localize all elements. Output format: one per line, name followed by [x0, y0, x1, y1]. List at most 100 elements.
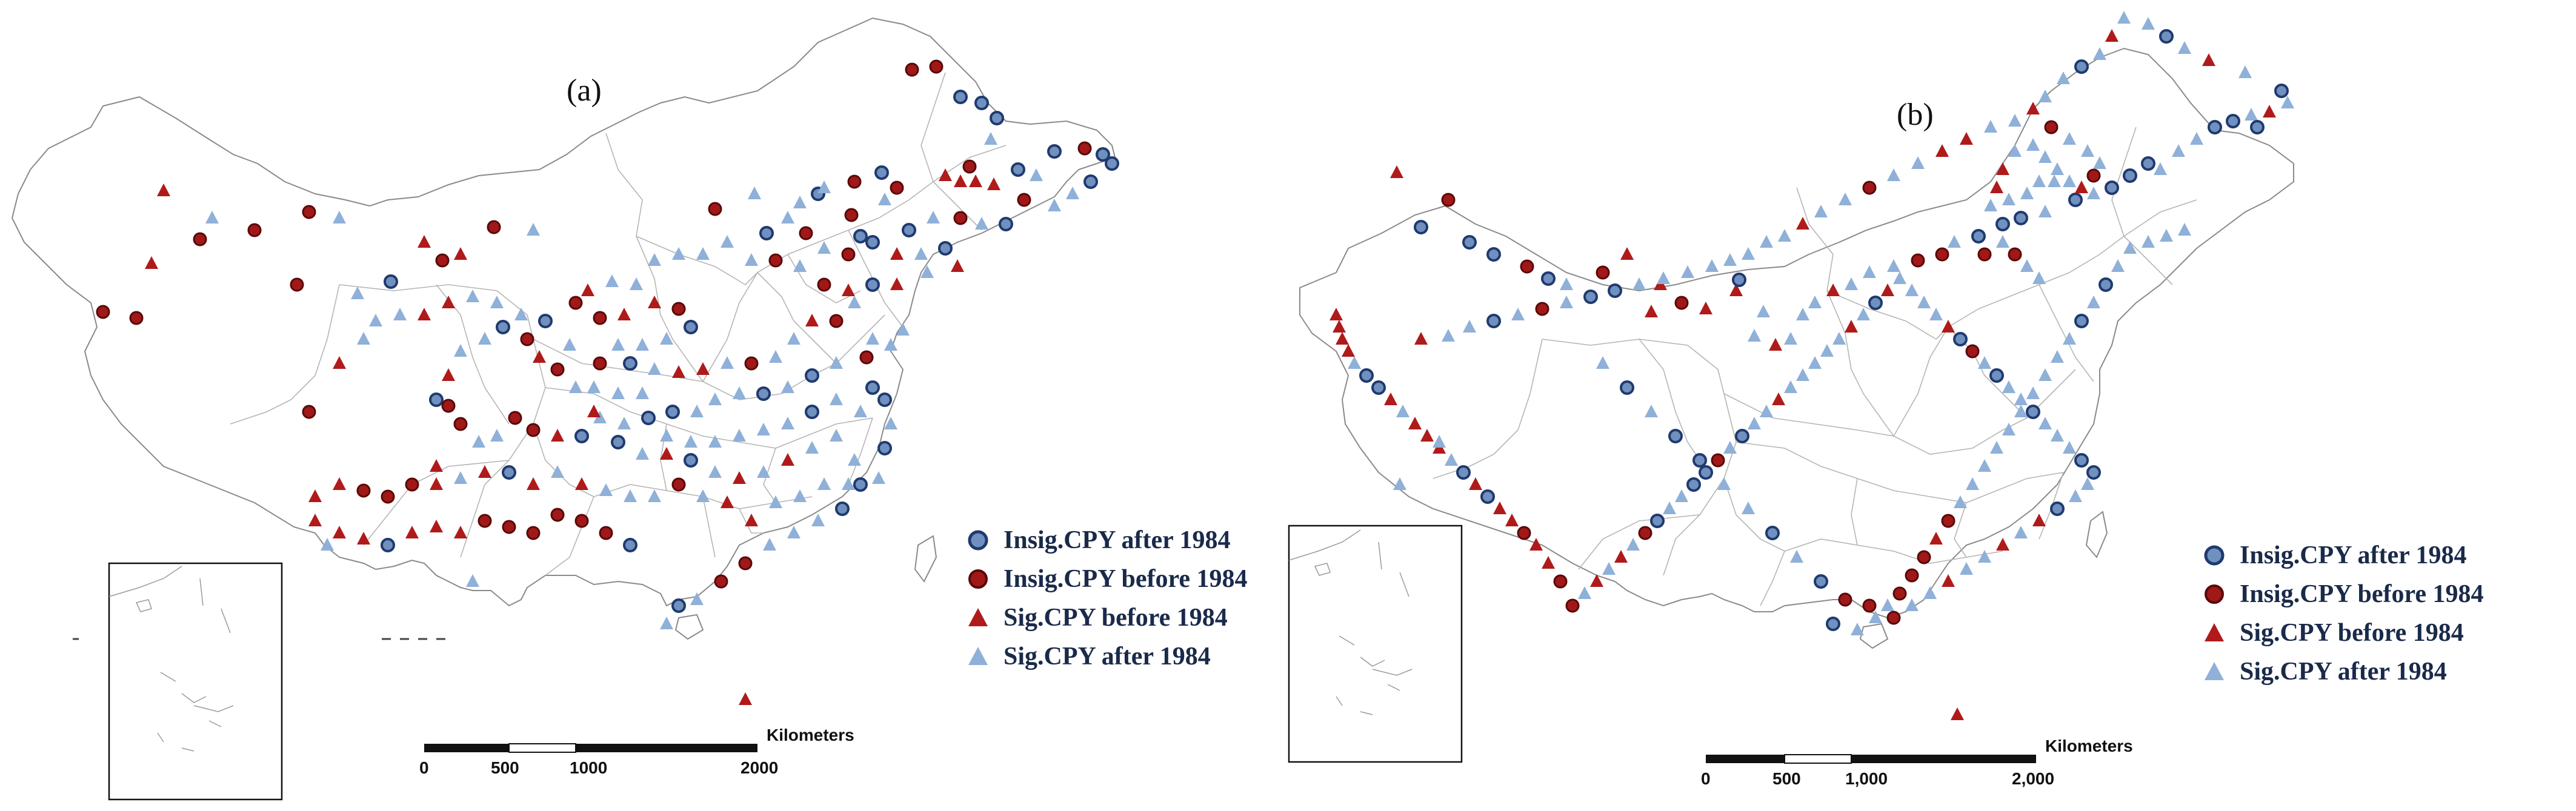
insig-before-1984-marker: [1892, 586, 1907, 601]
sig-after-1984-marker: [1984, 120, 1997, 133]
insig-before-1984-marker: [1862, 180, 1877, 195]
sig-after-1984-marker: [1911, 156, 1925, 169]
insig-after-1984-marker: [1826, 617, 1840, 631]
sig-before-1984-marker: [672, 365, 685, 378]
sig-after-1984-marker: [569, 380, 582, 393]
sig-after-1984-marker: [896, 323, 910, 336]
sig-after-1984-marker: [1442, 329, 1455, 342]
sig-after-1984-marker: [781, 380, 794, 393]
scale-tick-label: 1000: [570, 758, 608, 777]
sig-after-1984-marker: [2051, 350, 2064, 363]
sig-after-1984-marker: [842, 477, 855, 490]
insig-after-1984-marker: [865, 277, 880, 292]
sig-after-1984-marker: [1893, 271, 1906, 284]
insig-before-1984-marker: [593, 356, 607, 371]
sig-after-1984-marker: [1757, 305, 1770, 317]
insig-before-1984-marker: [671, 477, 686, 492]
panel-label-a: (a): [567, 73, 602, 108]
sig-before-1984-marker: [1960, 132, 1973, 145]
insig-before-1984-marker: [1596, 265, 1610, 280]
sig-before-1984-marker: [1542, 556, 1555, 569]
sig-after-1984-marker: [787, 526, 800, 538]
sig-after-1984-marker: [357, 332, 370, 345]
insig-after-1984-marker: [1735, 429, 1749, 443]
sig-after-1984-marker: [1966, 477, 1979, 490]
sig-after-1984-marker: [1960, 562, 1973, 575]
sig-before-1984-marker: [1529, 538, 1543, 551]
sig-after-1984-marker: [878, 193, 891, 205]
legend-item-sig-before: Sig.CPY before 1984: [964, 598, 1248, 637]
insig-before-1984-marker: [478, 514, 492, 528]
insig-after-1984-marker: [1371, 380, 1386, 395]
insig-after-1984-marker: [865, 235, 880, 250]
insig-after-1984-marker: [1699, 465, 1713, 480]
sig-after-1984-marker: [454, 471, 467, 484]
sig-before-1984-marker: [442, 368, 455, 381]
sig-after-1984-marker: [369, 314, 382, 326]
sig-before-1984-marker: [430, 520, 443, 532]
sig-after-1984-marker: [636, 338, 649, 351]
sig-after-1984-marker: [1705, 259, 1719, 272]
sig-before-1984-marker: [1942, 320, 1955, 333]
sig-after-1984-marker: [1905, 283, 1919, 296]
insig-after-1984-marker: [1814, 574, 1828, 589]
sig-after-1984-marker: [830, 429, 843, 442]
sig-after-1984-marker: [514, 308, 528, 320]
sig-after-1984-marker: [721, 235, 734, 248]
insig-before-1984-marker: [1917, 550, 1931, 564]
sig-after-1984-marker: [1396, 405, 1409, 417]
sig-after-1984-marker: [975, 217, 988, 230]
sig-after-1984-marker: [490, 429, 504, 442]
sig-before-1984-marker: [1342, 344, 1355, 357]
insig-before-1984-marker: [671, 302, 686, 316]
insig-before-1984-marker: [768, 253, 783, 268]
sig-before-1984-marker: [1729, 283, 1743, 296]
sig-after-1984-marker: [1445, 453, 1458, 466]
sig-before-1984-marker: [733, 471, 746, 484]
insig-after-1984-marker: [2074, 453, 2089, 468]
sig-after-1984-marker: [2002, 423, 2015, 435]
sig-after-1984-marker: [690, 405, 704, 417]
sig-before-1984-marker: [1333, 320, 1346, 333]
station-markers-a: [96, 59, 1119, 705]
legend-item-sig-before: Sig.CPY before 1984: [2200, 614, 2484, 652]
insig-after-1984-marker: [2141, 156, 2155, 171]
insig-after-1984-marker: [759, 226, 774, 240]
sig-after-1984-marker: [599, 483, 613, 496]
sig-after-1984-marker: [1511, 308, 1525, 320]
sig-after-1984-marker: [2002, 193, 2015, 205]
sig-after-1984-marker: [1663, 501, 1676, 514]
sig-after-1984-marker: [1602, 562, 1616, 575]
sig-after-1984-marker: [454, 344, 467, 357]
sig-after-1984-marker: [1990, 441, 2003, 454]
sig-before-1984-marker: [1942, 574, 1955, 587]
sig-before-1984-marker: [1796, 217, 1809, 230]
insig-before-1984-marker: [129, 311, 144, 325]
insig-before-1984-marker: [508, 411, 522, 425]
sig-before-1984-marker: [2105, 29, 2118, 42]
insig-after-1984-marker: [2068, 193, 2083, 207]
insig-before-1984-marker: [550, 508, 565, 522]
insig-before-1984-marker: [1565, 598, 1580, 613]
insig-before-1984-marker: [738, 556, 753, 571]
insig-after-1984-marker: [2208, 120, 2222, 134]
sig-after-1984-marker: [2069, 489, 2082, 502]
sig-after-1984-marker: [1845, 277, 1858, 290]
insig-after-1984-marker: [1650, 514, 1665, 528]
sig-after-1984-marker: [2048, 174, 2061, 187]
sig-after-1984-marker: [1066, 187, 1079, 199]
insig-before-1984-marker: [526, 526, 541, 540]
red-triangle-icon: [2205, 623, 2224, 641]
insig-after-1984-marker: [938, 241, 953, 256]
sig-after-1984-marker: [672, 247, 685, 260]
sig-before-1984-marker: [454, 526, 467, 538]
sig-before-1984-marker: [951, 259, 964, 272]
sig-before-1984-marker: [1826, 283, 1840, 296]
sig-after-1984-marker: [1030, 168, 1043, 181]
sig-after-1984-marker: [848, 296, 861, 308]
insig-after-1984-marker: [611, 435, 625, 449]
insig-before-1984-marker: [799, 226, 813, 240]
sig-after-1984-marker: [587, 380, 601, 393]
insig-before-1984-marker: [520, 332, 534, 346]
sig-after-1984-marker: [2087, 296, 2100, 308]
